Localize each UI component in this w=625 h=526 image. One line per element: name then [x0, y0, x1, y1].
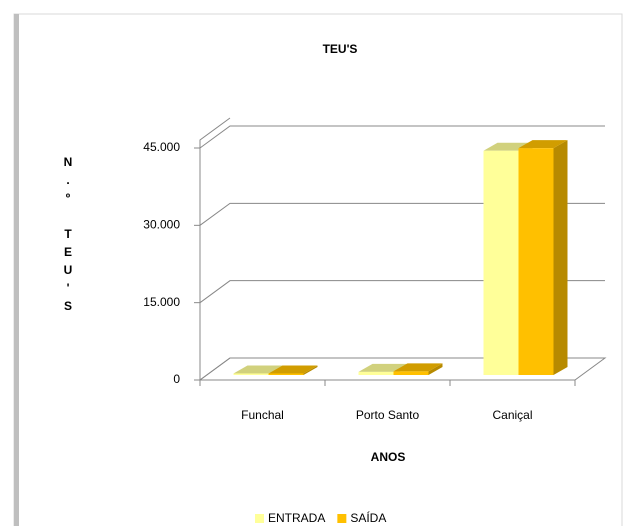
bar-top — [268, 365, 318, 374]
frame-edge — [14, 14, 19, 526]
bar — [233, 373, 269, 375]
legend-label: SAÍDA — [350, 510, 386, 525]
grid-line — [199, 357, 605, 381]
bar — [518, 148, 554, 375]
y-axis-title: N.º TEU'S — [61, 155, 75, 317]
bar — [393, 371, 429, 375]
chart-title: TEU'S — [323, 42, 358, 56]
grid-line — [199, 125, 605, 149]
bar-top — [518, 140, 568, 149]
bar-side — [303, 365, 318, 375]
bar — [483, 150, 519, 375]
bar-top — [358, 363, 408, 372]
x-tick-label: Porto Santo — [356, 408, 420, 422]
y-tick-label: 0 — [173, 372, 180, 386]
y-tick-label: 30.000 — [143, 218, 180, 232]
bar — [358, 371, 394, 375]
y-tick-label: 15.000 — [143, 295, 180, 309]
bar-side — [428, 363, 443, 375]
bar-top — [233, 365, 283, 374]
bar — [268, 373, 304, 375]
legend-label: ENTRADA — [268, 511, 325, 525]
x-tick-label: Caniçal — [492, 408, 532, 422]
x-tick-label: Funchal — [241, 408, 284, 422]
grid-line — [199, 202, 605, 226]
bar-side — [553, 140, 568, 375]
back-wall-edge — [199, 117, 231, 380]
legend-swatch — [255, 514, 264, 523]
legend-swatch — [337, 514, 347, 523]
x-axis-title: ANOS — [371, 450, 406, 464]
grid-line — [199, 280, 605, 304]
bar-top — [393, 363, 443, 372]
y-tick-label: 45.000 — [143, 140, 180, 154]
